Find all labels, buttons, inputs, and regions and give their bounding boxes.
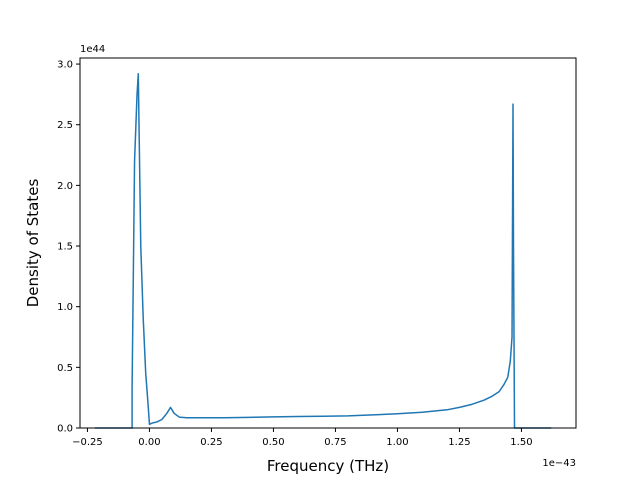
x-tick-label: 1.25 (448, 437, 470, 448)
y-axis-label: Density of States (24, 179, 42, 308)
x-tick-label: 1.50 (510, 437, 532, 448)
x-tick-label: −0.25 (72, 437, 103, 448)
x-tick-label: 1.00 (386, 437, 408, 448)
y-offset-label: 1e44 (80, 44, 105, 55)
plot-area (80, 58, 576, 428)
y-tick-label: 3.0 (57, 60, 73, 71)
x-offset-label: 1e−43 (542, 458, 576, 469)
y-tick-label: 2.0 (57, 181, 73, 192)
dos-series-line (94, 73, 552, 429)
y-tick-label: 0.5 (57, 363, 73, 374)
y-tick-label: 1.0 (57, 302, 73, 313)
x-tick-label: 0.25 (200, 437, 222, 448)
x-tick-label: 0.50 (262, 437, 284, 448)
y-tick-label: 0.0 (57, 424, 73, 435)
y-tick-label: 1.5 (57, 242, 73, 253)
y-tick-label: 2.5 (57, 120, 73, 131)
x-axis-label: Frequency (THz) (267, 457, 389, 475)
x-tick-label: 0.75 (324, 437, 346, 448)
x-tick-label: 0.00 (138, 437, 160, 448)
plot-frame (79, 57, 577, 429)
